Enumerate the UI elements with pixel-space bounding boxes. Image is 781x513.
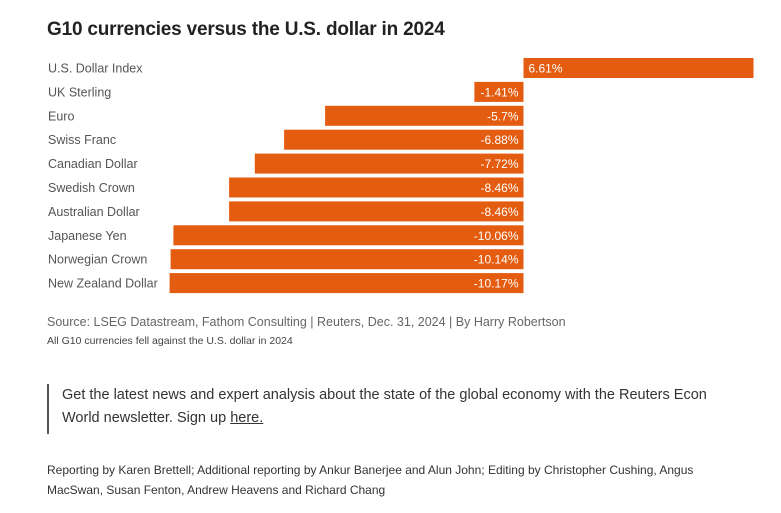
reporting-credits: Reporting by Karen Brettell; Additional … [47, 463, 694, 497]
value-label: -8.46% [480, 205, 518, 219]
newsletter-signup-link[interactable]: here. [230, 410, 264, 426]
category-label: Norwegian Crown [48, 253, 147, 267]
value-label: -7.72% [480, 157, 518, 171]
chart-title: G10 currencies versus the U.S. dollar in… [47, 19, 445, 40]
bar-australian-dollar [229, 201, 524, 222]
bar-uk-sterling [474, 81, 524, 102]
bar-canadian-dollar [254, 153, 524, 174]
chart-source: Source: LSEG Datastream, Fathom Consulti… [47, 315, 566, 329]
bar-swiss-franc [284, 129, 524, 150]
bar-chart: U.S. Dollar Index 6.61% UK Sterling -1.41% E… [48, 58, 754, 294]
bar-euro [325, 105, 524, 126]
value-label: 6.61% [529, 62, 563, 76]
value-label: -6.88% [480, 133, 518, 147]
category-label: Swedish Crown [48, 181, 135, 195]
value-label: -10.14% [474, 253, 519, 267]
callout-text: Get the latest news and expert analysis … [62, 387, 707, 426]
category-label: Swiss Franc [48, 133, 116, 147]
value-label: -10.06% [474, 229, 519, 243]
category-label: U.S. Dollar Index [48, 62, 143, 76]
category-label: New Zealand Dollar [48, 277, 158, 291]
chart-note: All G10 currencies fell against the U.S.… [47, 335, 293, 347]
category-label: Canadian Dollar [48, 157, 138, 171]
bar-new-zealand-dollar [169, 273, 524, 294]
bar-norwegian-crown [170, 249, 524, 270]
category-label: Australian Dollar [48, 205, 140, 219]
category-label: Euro [48, 109, 74, 123]
newsletter-callout: Get the latest news and expert analysis … [47, 384, 737, 434]
value-label: -5.7% [487, 109, 519, 123]
category-label: UK Sterling [48, 85, 111, 99]
category-label: Japanese Yen [48, 229, 127, 243]
value-label: -10.17% [474, 277, 519, 291]
value-label: -8.46% [480, 181, 518, 195]
value-label: -1.41% [480, 85, 518, 99]
bar-swedish-crown [229, 177, 524, 198]
bar-u-s-dollar-index [523, 58, 754, 78]
bar-japanese-yen [173, 225, 524, 246]
